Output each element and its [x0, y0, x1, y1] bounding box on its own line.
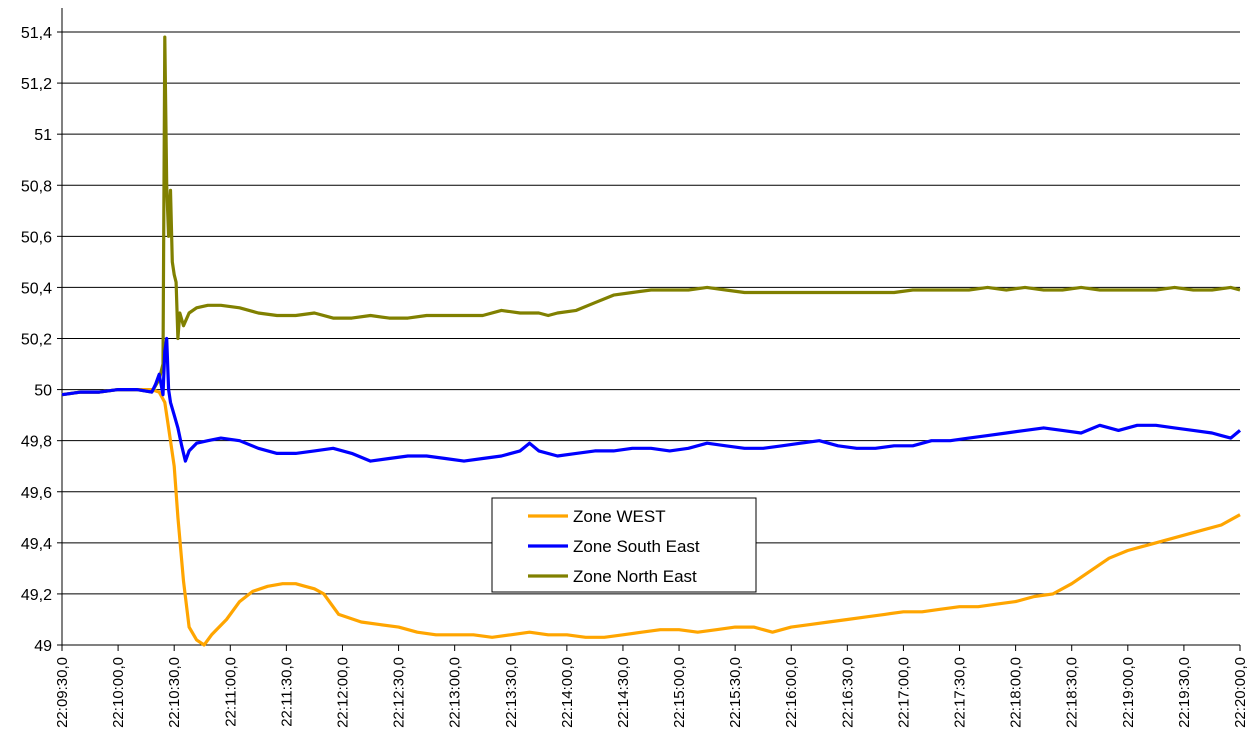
x-tick-label: 22:15:00,0	[671, 657, 688, 728]
axes	[61, 8, 1241, 651]
x-tick-label: 22:14:00,0	[559, 657, 576, 728]
legend-label: Zone South East	[573, 537, 700, 556]
x-tick-label: 22:13:30,0	[503, 657, 520, 728]
x-tick-label: 22:15:30,0	[727, 657, 744, 728]
x-tick-label: 22:18:00,0	[1008, 657, 1025, 728]
y-tick-label: 51,4	[21, 25, 52, 42]
x-tick-label: 22:19:00,0	[1120, 657, 1137, 728]
x-tick-label: 22:17:00,0	[895, 657, 912, 728]
series-line-zone-west	[61, 388, 1241, 647]
x-tick-label: 22:12:00,0	[334, 657, 351, 728]
x-tick-label: 22:10:00,0	[110, 657, 127, 728]
y-axis-tick-labels: 49 49,2 49,4 49,6 49,8 50 50,2 50,4 50,6 50,8 51 51…	[21, 25, 52, 655]
y-tick-label: 49,4	[21, 536, 52, 553]
x-tick-label: 22:10:30,0	[166, 657, 183, 728]
y-tick-label: 49,8	[21, 434, 52, 451]
legend: Zone WEST Zone South East Zone North East	[491, 497, 757, 593]
x-tick-label: 22:20:00,0	[1232, 657, 1249, 728]
y-tick-label: 51,2	[21, 76, 52, 93]
y-tick-label: 50,2	[21, 332, 52, 349]
x-tick-label: 22:11:30,0	[278, 657, 295, 727]
series-line-zone-north-east	[61, 35, 1241, 397]
x-tick-label: 22:09:30,0	[54, 657, 71, 728]
y-tick-label: 49	[34, 638, 52, 655]
y-tick-label: 51	[34, 127, 52, 144]
legend-label: Zone North East	[573, 567, 697, 586]
x-tick-label: 22:16:30,0	[839, 657, 856, 728]
x-axis-tick-labels: 22:09:30,0 22:10:00,0 22:10:30,0 22:11:00,0…	[54, 657, 1249, 728]
y-tick-label: 50,6	[21, 229, 52, 246]
x-tick-label: 22:14:30,0	[615, 657, 632, 728]
x-tick-label: 22:18:30,0	[1064, 657, 1081, 728]
y-tick-label: 50,8	[21, 178, 52, 195]
series-lines	[61, 35, 1242, 647]
x-tick-label: 22:13:00,0	[447, 657, 464, 728]
x-tick-label: 22:17:30,0	[952, 657, 969, 728]
x-tick-label: 22:16:00,0	[783, 657, 800, 728]
series-line-zone-south-east	[61, 336, 1242, 463]
x-tick-label: 22:11:00,0	[222, 657, 239, 727]
y-tick-label: 49,6	[21, 485, 52, 502]
y-tick-label: 50,4	[21, 280, 52, 297]
x-tick-label: 22:19:30,0	[1176, 657, 1193, 728]
legend-label: Zone WEST	[573, 507, 666, 526]
x-tick-label: 22:12:30,0	[391, 657, 408, 728]
y-tick-label: 49,2	[21, 587, 52, 604]
y-tick-label: 50	[34, 383, 52, 400]
